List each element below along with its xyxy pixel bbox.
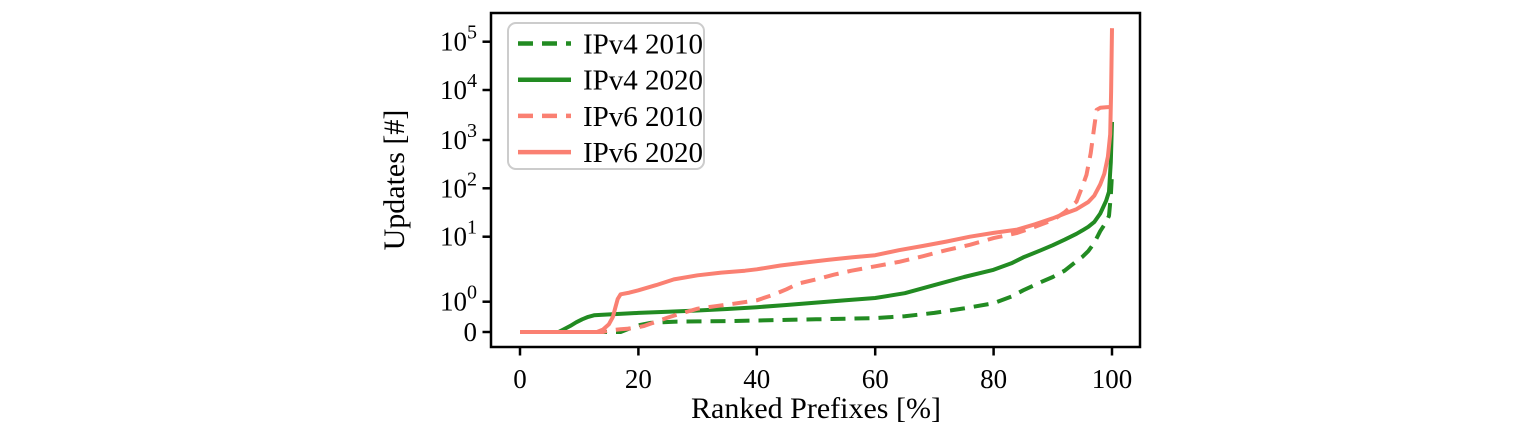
legend-entry-label: IPv4 2010 bbox=[583, 29, 703, 61]
x-axis-title: Ranked Prefixes [%] bbox=[691, 392, 941, 425]
x-tick-label: 80 bbox=[980, 364, 1007, 394]
y-tick-label: 102 bbox=[440, 168, 477, 203]
y-tick-label: 101 bbox=[440, 217, 477, 252]
legend-entry-label: IPv6 2020 bbox=[583, 137, 703, 169]
y-tick-label: 105 bbox=[440, 22, 477, 57]
x-tick-label: 60 bbox=[862, 364, 889, 394]
legend-box bbox=[507, 22, 705, 170]
y-tick-label: 103 bbox=[440, 120, 477, 155]
legend-entry-label: IPv6 2010 bbox=[583, 101, 703, 133]
curve-ipv6-2010 bbox=[520, 104, 1113, 334]
x-axis: 0 20 40 60 80 100 bbox=[513, 347, 1132, 394]
plot-frame bbox=[489, 11, 1142, 349]
x-tick-label: 40 bbox=[743, 364, 770, 394]
y-tick-label: 0 bbox=[464, 317, 478, 347]
legend-entry-label: IPv4 2020 bbox=[583, 65, 703, 97]
x-tick-label: 100 bbox=[1092, 364, 1133, 394]
x-tick-label: 20 bbox=[625, 364, 652, 394]
curve-ipv4-2020 bbox=[520, 121, 1114, 334]
curves-group bbox=[520, 28, 1114, 334]
y-tick-label: 104 bbox=[440, 70, 477, 105]
curve-ipv4-2010 bbox=[520, 173, 1114, 334]
legend: IPv4 2010 IPv4 2020 IPv6 2010 IPv6 2020 bbox=[507, 22, 705, 170]
y-tick-label: 100 bbox=[440, 282, 477, 317]
y-axis-title: Updates [#] bbox=[378, 110, 411, 251]
x-tick-label: 0 bbox=[513, 364, 527, 394]
curve-ipv6-2020 bbox=[520, 28, 1114, 334]
